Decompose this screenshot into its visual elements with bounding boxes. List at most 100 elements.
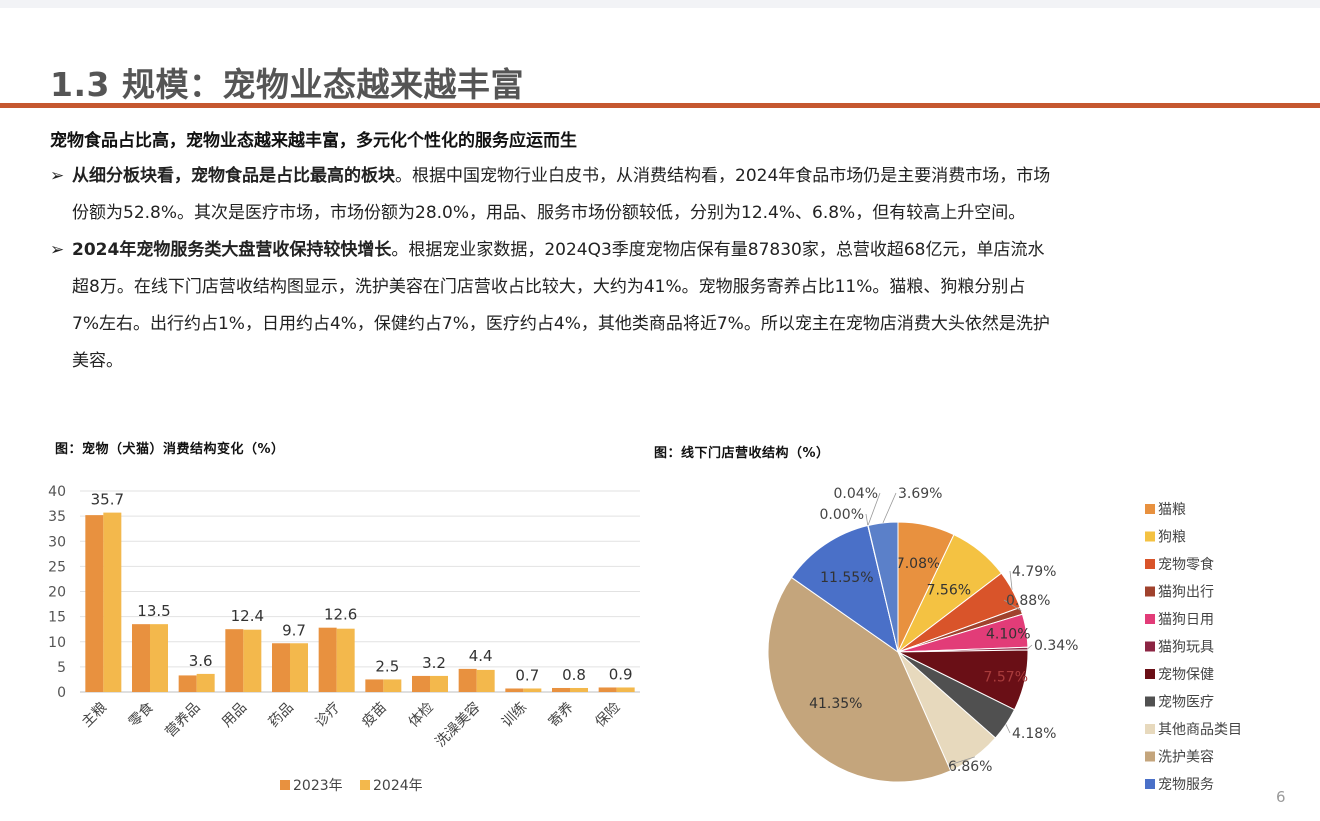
legend-swatch [1145,669,1155,679]
legend-label: 其他商品类目 [1158,722,1242,738]
data-label: 0.7 [515,666,539,684]
bar-2023年 [412,675,430,692]
slice-label: 0.00% [820,507,864,523]
intro-heading: 宠物食品占比高，宠物业态越来越丰富，多元化个性化的服务应运而生 [50,131,577,151]
bar-2023年 [365,679,384,692]
bullet-continuation: 超8万。在线下门店营收结构图显示，洗护美容在门店营收占比较大，大约为41%。宠物… [72,277,1026,297]
legend-label: 狗粮 [1158,530,1186,546]
legend-swatch [1145,504,1155,514]
slice-label: 7.08% [896,556,940,572]
pie-chart-caption: 图：线下门店营收结构（%） [654,446,830,461]
slice-label: 41.35% [809,696,862,712]
data-label: 0.9 [609,665,633,683]
legend-label: 猫狗日用 [1158,612,1214,628]
x-tick-label: 主粮 [79,700,110,731]
leader-line [1005,724,1011,734]
bullet-first-line: ➢ 2024年宠物服务类大盘营收保持较快增长。根据宠业家数据，2024Q3季度宠物… [50,232,1275,269]
slice-label: 4.10% [986,627,1030,643]
legend-swatch [1145,779,1155,789]
legend-swatch [1145,696,1155,707]
slice-label: 11.55% [820,570,873,586]
slice-label: 3.69% [898,486,942,502]
title-rule [0,103,1320,108]
data-label: 2.5 [375,657,399,675]
bar-chart: 0 5 10 15 20 25 30 35 40 35.7 主粮 13.5 零食 3.6 营养品 12.4 用品… [48,484,640,794]
legend-swatch [1145,724,1155,734]
bullet-arrow-icon: ➢ [50,166,65,186]
leader-line [1027,644,1033,649]
legend-swatch [360,780,370,790]
bullet-continuation: 7%左右。出行约占1%，日用约占4%，保健约占7%，医疗约占4%，其他类商品将近… [72,314,1050,334]
leader-line [882,492,897,524]
bar-2023年 [552,687,570,692]
bar-2023年 [505,688,524,692]
bar-2023年 [132,624,150,692]
legend-swatch [280,780,290,790]
pie-slice [767,576,952,783]
data-label: 9.7 [282,621,306,639]
bullet-continuation: 美容。 [72,351,123,371]
top-band [0,0,1320,8]
legend-label: 2023年 [293,778,343,794]
legend-label: 猫粮 [1158,502,1186,518]
legend-swatch [1145,641,1155,652]
bullet-text: 。根据宠业家数据，2024Q3季度宠物店保有量87830家，总营收超68亿元，单… [391,240,1045,260]
leader-line [867,492,881,526]
x-tick-label: 诊疗 [312,700,343,731]
leader-line [1003,599,1022,612]
pie-slice [790,524,899,654]
y-tick-label: 35 [48,509,66,525]
data-label: 13.5 [137,602,170,620]
leader-line [1009,570,1013,590]
bar-2024年 [196,673,215,692]
x-tick-label: 保险 [592,700,623,731]
slice-label: 4.18% [1012,726,1056,742]
legend-label: 宠物服务 [1158,777,1214,793]
bullet-continuation: 份额为52.8%。其次是医疗市场，市场份额为28.0%，用品、服务市场份额较低，… [72,203,1026,223]
leader-line [945,756,975,767]
slice-label: 0.34% [1034,638,1078,654]
bullet-text: 。根据中国宠物行业白皮书，从消费结构看，2024年食品市场仍是主要消费市场，市场 [395,166,1051,186]
y-tick-label: 40 [48,484,66,500]
bar-2023年 [458,668,477,692]
bar-2024年 [570,687,588,692]
legend-swatch [1145,531,1155,542]
x-tick-label: 洗澡美容 [432,699,484,751]
bar-2023年 [178,675,197,692]
x-tick-label: 寄养 [545,699,577,731]
x-tick-label: 药品 [266,700,297,731]
y-tick-label: 15 [48,610,66,626]
bar-2023年 [225,629,244,692]
slice-label: 7.57% [984,669,1028,685]
bar-2024年 [150,624,168,692]
legend-swatch [1145,586,1155,597]
pie-chart: 7.08% 7.56% 4.79% 0.88% 4.10%0.34% 7.57% 4.18%… [767,486,1242,793]
legend-swatch [1145,614,1155,624]
y-tick-label: 25 [48,559,66,575]
data-label: 35.7 [91,491,124,509]
y-tick-label: 10 [48,635,66,651]
legend-label: 洗护美容 [1158,749,1214,766]
legend-swatch [1145,751,1155,762]
data-label: 12.6 [324,606,357,624]
bar-2023年 [318,627,337,692]
slice-label: 7.56% [927,582,971,598]
bullet-lead: 从细分板块看，宠物食品是占比最高的板块 [72,166,395,186]
bar-2024年 [616,687,635,692]
legend-label: 2024年 [373,778,423,794]
bar-2024年 [523,688,542,692]
y-tick-label: 20 [48,585,66,601]
slice-label: 4.79% [1012,564,1056,580]
page-number: 6 [1276,788,1286,806]
x-tick-label: 体检 [406,700,437,731]
bullet-paragraph: ➢ 2024年宠物服务类大盘营收保持较快增长。根据宠业家数据，2024Q3季度宠物… [50,232,1275,380]
bar-2023年 [598,687,617,692]
x-tick-label: 用品 [219,700,250,731]
bullet-paragraph: ➢ 从细分板块看，宠物食品是占比最高的板块。根据中国宠物行业白皮书，从消费结构看，… [50,158,1275,232]
legend-label: 猫狗玩具 [1158,640,1214,656]
bar-2023年 [272,643,290,692]
data-label: 0.8 [562,666,586,684]
x-tick-label: 营养品 [162,700,203,741]
bar-2024年 [430,675,448,692]
bar-2023年 [85,515,104,692]
